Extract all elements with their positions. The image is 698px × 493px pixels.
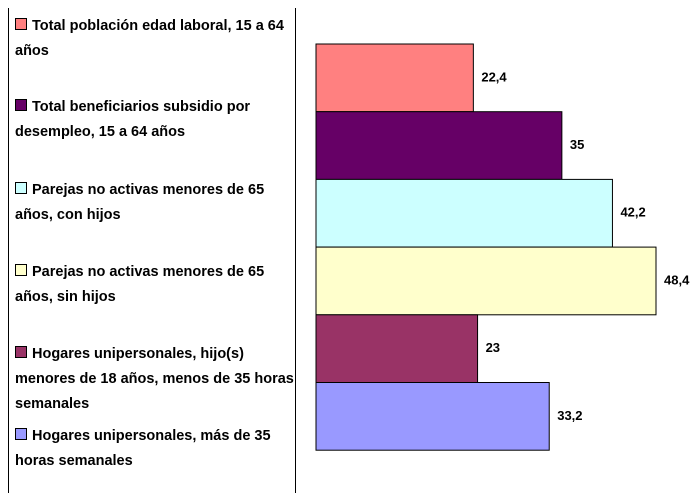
value-label: 35 (570, 137, 584, 152)
legend-entry: Parejas no activas menores de 65 años, c… (15, 178, 297, 228)
legend-entry: Total beneficiarios subsidio por desempl… (15, 95, 297, 145)
value-label: 33,2 (557, 408, 582, 423)
legend-label: Parejas no activas menores de 65 años, s… (15, 264, 265, 305)
legend-swatch (15, 99, 27, 111)
bar (315, 382, 550, 451)
value-label: 48,4 (664, 272, 690, 287)
bar (315, 111, 563, 180)
legend-swatch (15, 18, 27, 30)
legend-swatch (15, 264, 27, 276)
bar (315, 314, 479, 383)
legend-swatch (15, 182, 27, 194)
legend-label: Total beneficiarios subsidio por desempl… (15, 99, 251, 140)
legend-swatch (15, 346, 27, 358)
legend-label: Total población edad laboral, 15 a 64 añ… (15, 18, 284, 59)
value-label: 23 (486, 340, 500, 355)
legend-entry: Parejas no activas menores de 65 años, s… (15, 260, 297, 310)
bar (315, 178, 613, 248)
bar (315, 246, 657, 316)
bar (315, 43, 474, 113)
legend-entry: Hogares unipersonales, más de 35 horas s… (15, 424, 297, 474)
legend-label: Hogares unipersonales, hijo(s) menores d… (15, 346, 294, 412)
legend-label: Hogares unipersonales, más de 35 horas s… (15, 428, 271, 469)
legend-entry: Hogares unipersonales, hijo(s) menores d… (15, 342, 297, 417)
legend: Total población edad laboral, 15 a 64 añ… (8, 8, 296, 493)
legend-swatch (15, 428, 27, 440)
legend-entry: Total población edad laboral, 15 a 64 añ… (15, 14, 297, 64)
value-label: 42,2 (620, 205, 645, 220)
legend-label: Parejas no activas menores de 65 años, c… (15, 182, 265, 223)
value-label: 22,4 (481, 69, 507, 84)
